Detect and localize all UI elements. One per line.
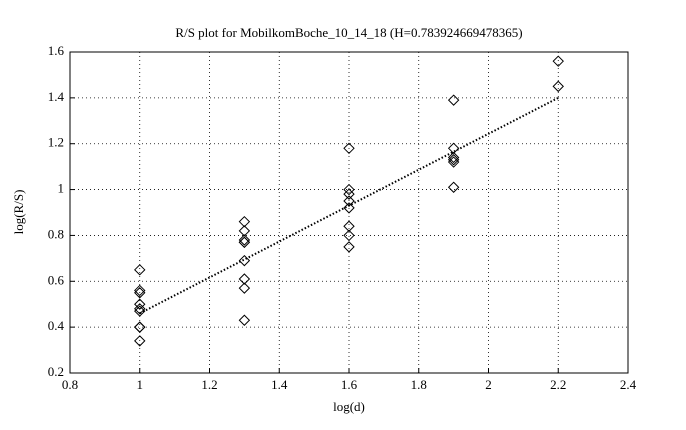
data-point <box>343 142 355 155</box>
data-point <box>552 80 564 93</box>
data-point <box>447 151 460 164</box>
data-point <box>238 225 251 237</box>
data-point <box>343 202 355 214</box>
y-tick-label: 1 <box>58 181 65 196</box>
data-point <box>134 321 146 333</box>
data-point <box>134 264 146 276</box>
data-point <box>238 234 251 246</box>
data-point <box>238 254 251 267</box>
data-point <box>134 305 146 317</box>
y-tick-label: 0.2 <box>48 364 64 379</box>
data-point <box>134 303 146 315</box>
data-point <box>134 335 146 347</box>
data-point <box>343 188 355 200</box>
y-tick-label: 1.6 <box>48 43 65 58</box>
data-point <box>238 282 251 294</box>
x-tick-label: 2.2 <box>550 377 566 392</box>
y-axis-label: log(R/S) <box>11 190 26 235</box>
plot-frame <box>69 51 629 374</box>
data-point <box>343 241 355 253</box>
chart-title: R/S plot for MobilkomBoche_10_14_18 (H=0… <box>175 25 522 40</box>
data-point <box>447 156 460 168</box>
x-tick-label: 2 <box>485 377 492 392</box>
y-tick-label: 1.4 <box>48 89 65 104</box>
data-point <box>343 220 355 232</box>
data-point <box>238 215 251 228</box>
y-tick-label: 1.2 <box>48 135 64 150</box>
data-point <box>447 181 460 193</box>
data-point <box>447 154 460 166</box>
y-tick-label: 0.8 <box>48 226 64 241</box>
x-tick-label: 1.4 <box>271 377 288 392</box>
x-tick-label: 2.4 <box>620 377 637 392</box>
x-tick-label: 1 <box>137 377 144 392</box>
y-tick-label: 0.6 <box>48 272 65 287</box>
data-point <box>447 142 460 155</box>
data-point <box>238 273 251 285</box>
data-point <box>134 284 146 297</box>
data-point <box>343 229 355 242</box>
x-tick-label: 1.6 <box>341 377 358 392</box>
x-tick-label: 1.8 <box>411 377 427 392</box>
x-tick-label: 1.2 <box>201 377 217 392</box>
y-tick-label: 0.4 <box>48 318 65 333</box>
data-point <box>447 94 460 106</box>
data-point <box>343 183 355 196</box>
x-tick-label: 0.8 <box>62 377 78 392</box>
data-point <box>238 314 251 326</box>
data-point <box>134 287 146 299</box>
data-point <box>134 298 146 310</box>
x-axis-label: log(d) <box>333 399 365 414</box>
data-point <box>343 195 355 207</box>
data-point <box>552 55 564 67</box>
data-point <box>238 236 251 249</box>
